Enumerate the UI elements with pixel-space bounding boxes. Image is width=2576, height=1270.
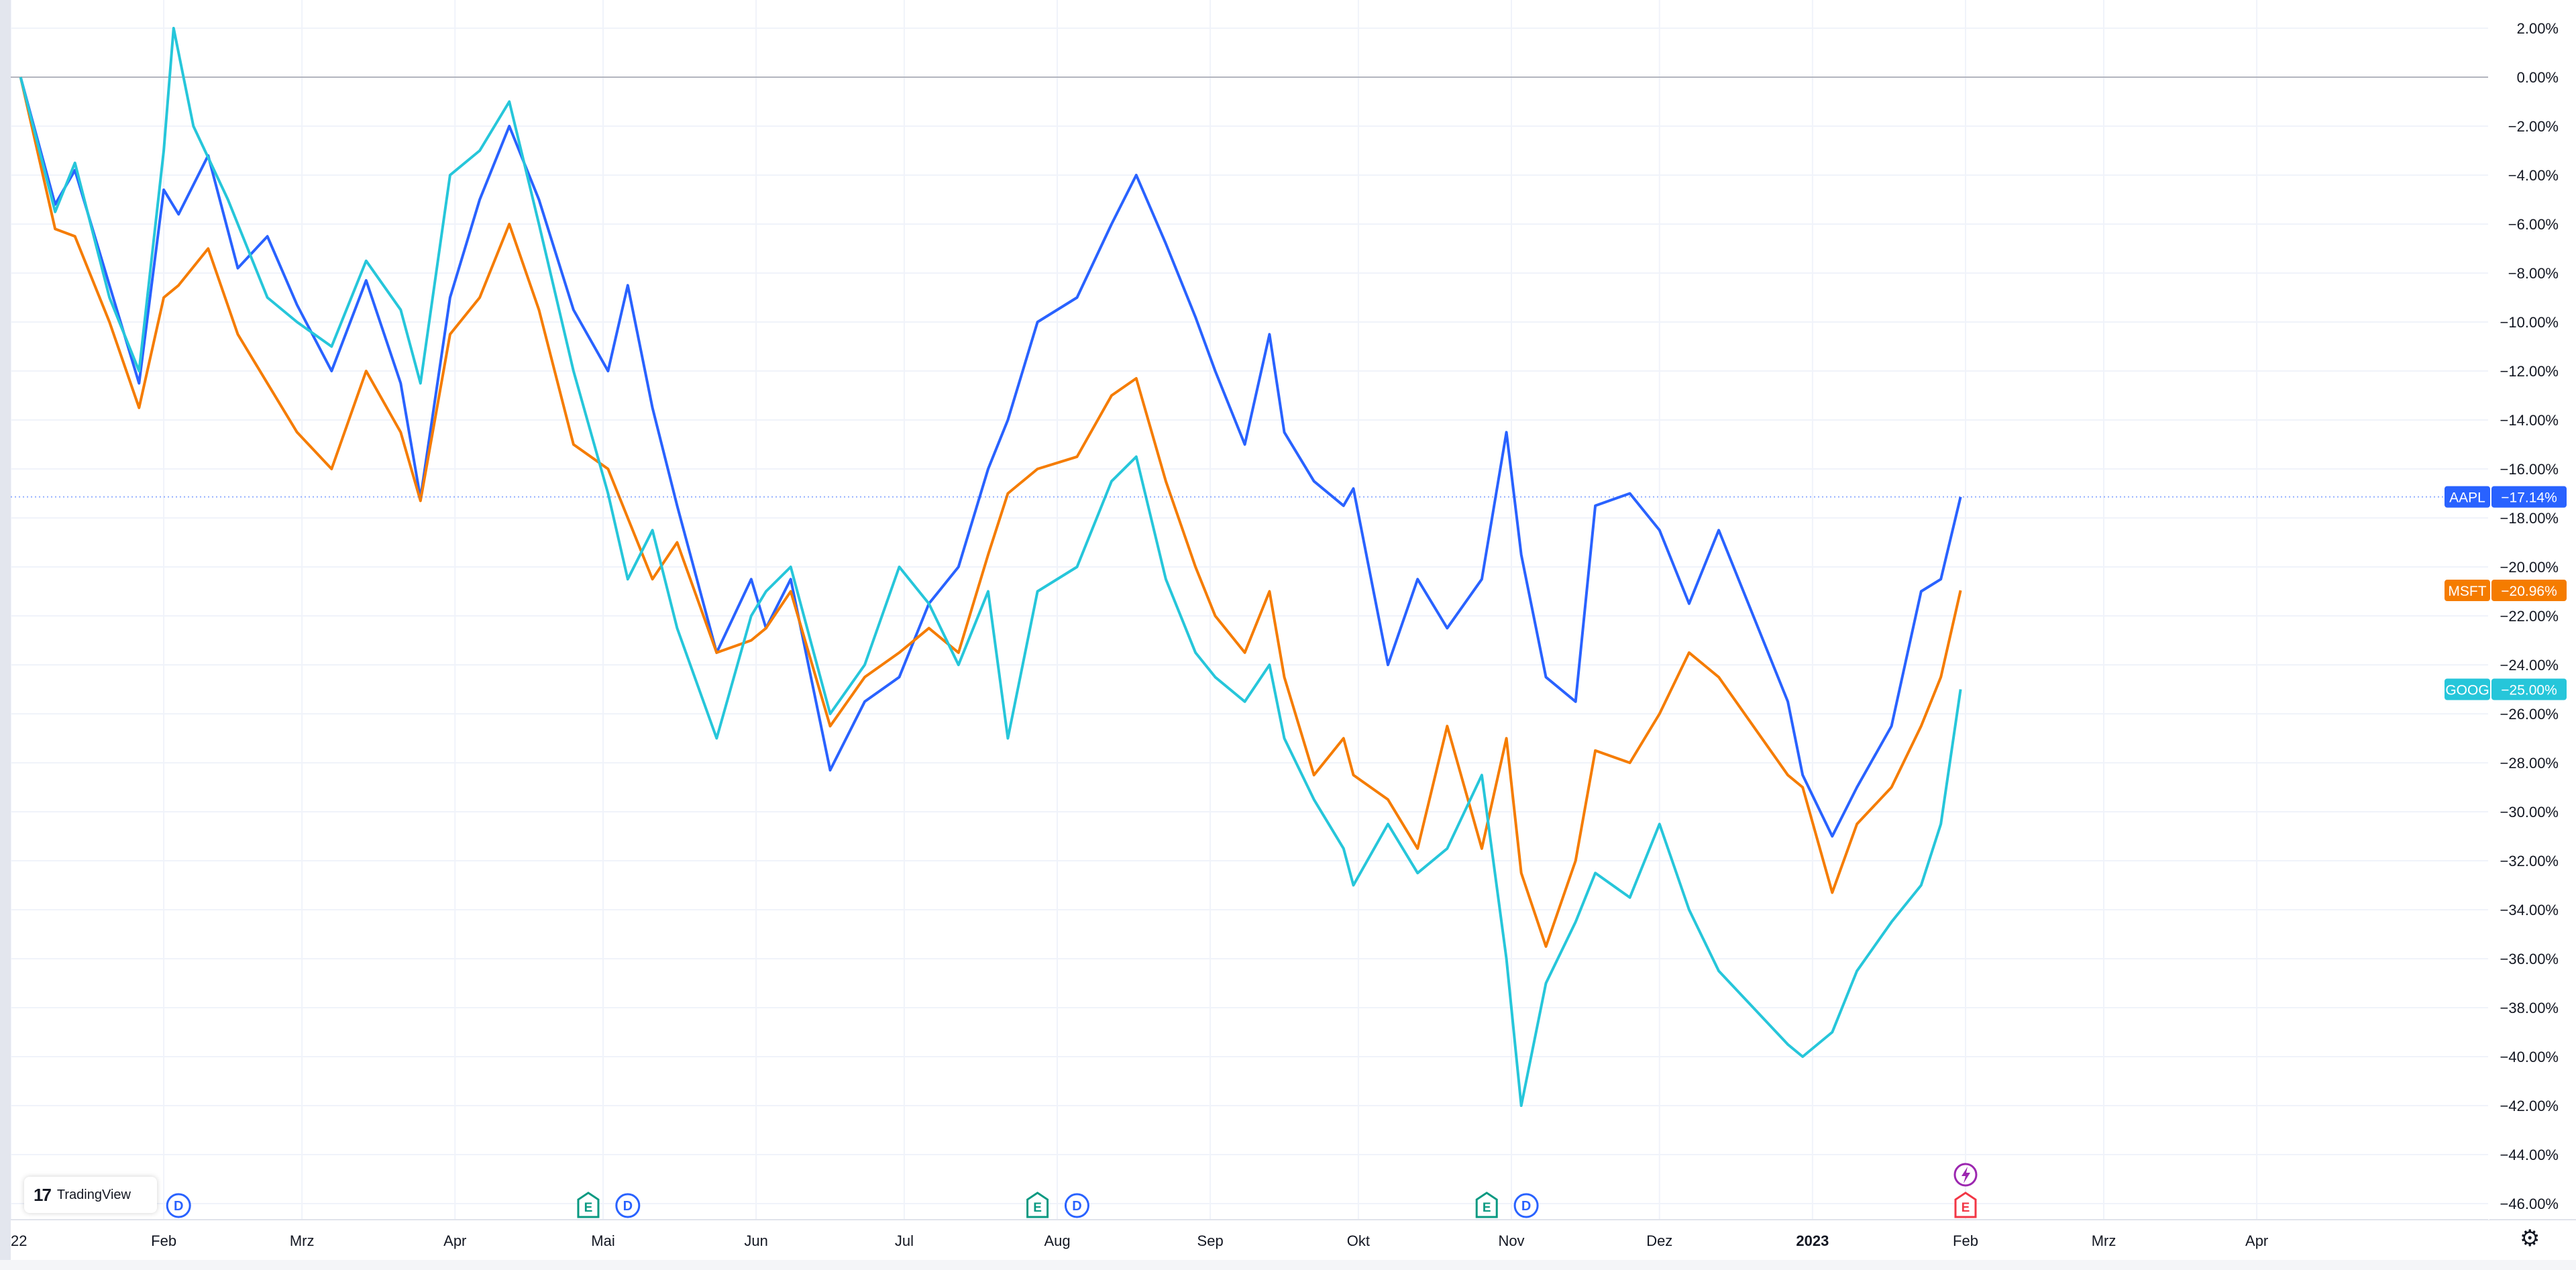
y-tick-label: −36.00% [2500, 951, 2559, 967]
y-tick-label: −24.00% [2500, 657, 2559, 674]
y-tick-label: −6.00% [2508, 216, 2559, 233]
x-tick-label: Mrz [290, 1232, 315, 1249]
price-label-value: −17.14% [2501, 490, 2557, 506]
x-tick-label: Feb [151, 1232, 176, 1249]
tradingview-logo[interactable]: 17 TradingView [24, 1177, 157, 1213]
svg-text:E: E [1033, 1201, 1042, 1215]
earnings-marker-icon[interactable]: E [1475, 1192, 1498, 1218]
x-tick-label: Apr [443, 1232, 466, 1249]
svg-text:E: E [1483, 1201, 1491, 1215]
x-tick-label: 22 [11, 1232, 27, 1249]
price-label-value: −25.00% [2501, 683, 2557, 698]
earnings-marker-icon[interactable]: E [1026, 1192, 1049, 1218]
dividend-marker-icon[interactable]: D [1513, 1193, 1539, 1218]
x-tick-label: Aug [1044, 1232, 1070, 1249]
y-tick-label: −8.00% [2508, 265, 2559, 282]
x-tick-label: Sep [1197, 1232, 1224, 1249]
y-tick-label: −30.00% [2500, 804, 2559, 821]
svg-text:E: E [584, 1201, 593, 1215]
settings-gear-icon[interactable]: ⚙ [2520, 1226, 2540, 1251]
earnings-marker-icon[interactable]: E [1954, 1192, 1977, 1218]
series-line-msft [19, 76, 1962, 948]
x-tick-label: Feb [1953, 1232, 1978, 1249]
y-tick-label: −44.00% [2500, 1147, 2559, 1163]
dividend-marker-icon[interactable]: D [166, 1193, 191, 1218]
price-label-value: −20.96% [2501, 584, 2557, 599]
y-tick-label: −16.00% [2500, 461, 2559, 478]
y-tick-label: −10.00% [2500, 314, 2559, 331]
price-label-symbol: MSFT [2448, 584, 2486, 599]
y-tick-label: −2.00% [2508, 118, 2559, 135]
x-tick-label: Mai [591, 1232, 614, 1249]
y-tick-label: −28.00% [2500, 755, 2559, 772]
y-tick-label: −32.00% [2500, 853, 2559, 869]
y-tick-label: −12.00% [2500, 363, 2559, 380]
earnings-marker-icon[interactable]: E [577, 1192, 600, 1218]
y-tick-label: −14.00% [2500, 412, 2559, 429]
y-tick-label: −20.00% [2500, 559, 2559, 576]
price-label-aapl[interactable]: AAPL −17.14% [2445, 486, 2567, 508]
price-label-symbol: AAPL [2449, 490, 2485, 506]
y-tick-label: −46.00% [2500, 1196, 2559, 1212]
x-tick-label: Okt [1347, 1232, 1370, 1249]
x-tick-label: Nov [1498, 1232, 1524, 1249]
x-tick-label: Jul [895, 1232, 914, 1249]
y-tick-label: −34.00% [2500, 902, 2559, 918]
price-label-symbol: GOOG [2445, 683, 2489, 698]
series-line-aapl [19, 76, 1962, 838]
dividend-marker-icon[interactable]: D [1064, 1193, 1089, 1218]
svg-text:D: D [1072, 1199, 1081, 1214]
x-tick-label: Jun [744, 1232, 767, 1249]
dividend-marker-icon[interactable]: D [615, 1193, 641, 1218]
svg-text:E: E [1962, 1201, 1970, 1215]
svg-text:D: D [174, 1199, 183, 1214]
y-tick-label: −40.00% [2500, 1049, 2559, 1065]
tradingview-logo-text: TradingView [56, 1187, 131, 1202]
price-label-msft[interactable]: MSFT −20.96% [2445, 580, 2567, 602]
x-tick-label: Dez [1646, 1232, 1672, 1249]
left-scroll-strip [0, 0, 11, 1270]
lightning-event-icon[interactable] [1953, 1163, 1978, 1187]
y-tick-label: 0.00% [2517, 69, 2559, 86]
y-tick-label: −18.00% [2500, 510, 2559, 527]
x-tick-label: Apr [2245, 1232, 2268, 1249]
svg-text:D: D [1521, 1199, 1531, 1214]
y-tick-label: −42.00% [2500, 1098, 2559, 1114]
price-label-goog[interactable]: GOOG −25.00% [2445, 678, 2567, 700]
series-line-goog [19, 27, 1962, 1107]
bottom-scroll-strip [0, 1260, 2576, 1270]
y-tick-label: −26.00% [2500, 706, 2559, 723]
y-tick-label: 2.00% [2517, 20, 2559, 37]
y-tick-label: −4.00% [2508, 167, 2559, 184]
x-tick-label: 2023 [1796, 1232, 1829, 1249]
svg-text:D: D [623, 1199, 633, 1214]
y-tick-label: −22.00% [2500, 608, 2559, 625]
y-tick-label: −38.00% [2500, 1000, 2559, 1016]
tradingview-logo-icon: 17 [34, 1184, 52, 1205]
x-tick-label: Mrz [2092, 1232, 2116, 1249]
